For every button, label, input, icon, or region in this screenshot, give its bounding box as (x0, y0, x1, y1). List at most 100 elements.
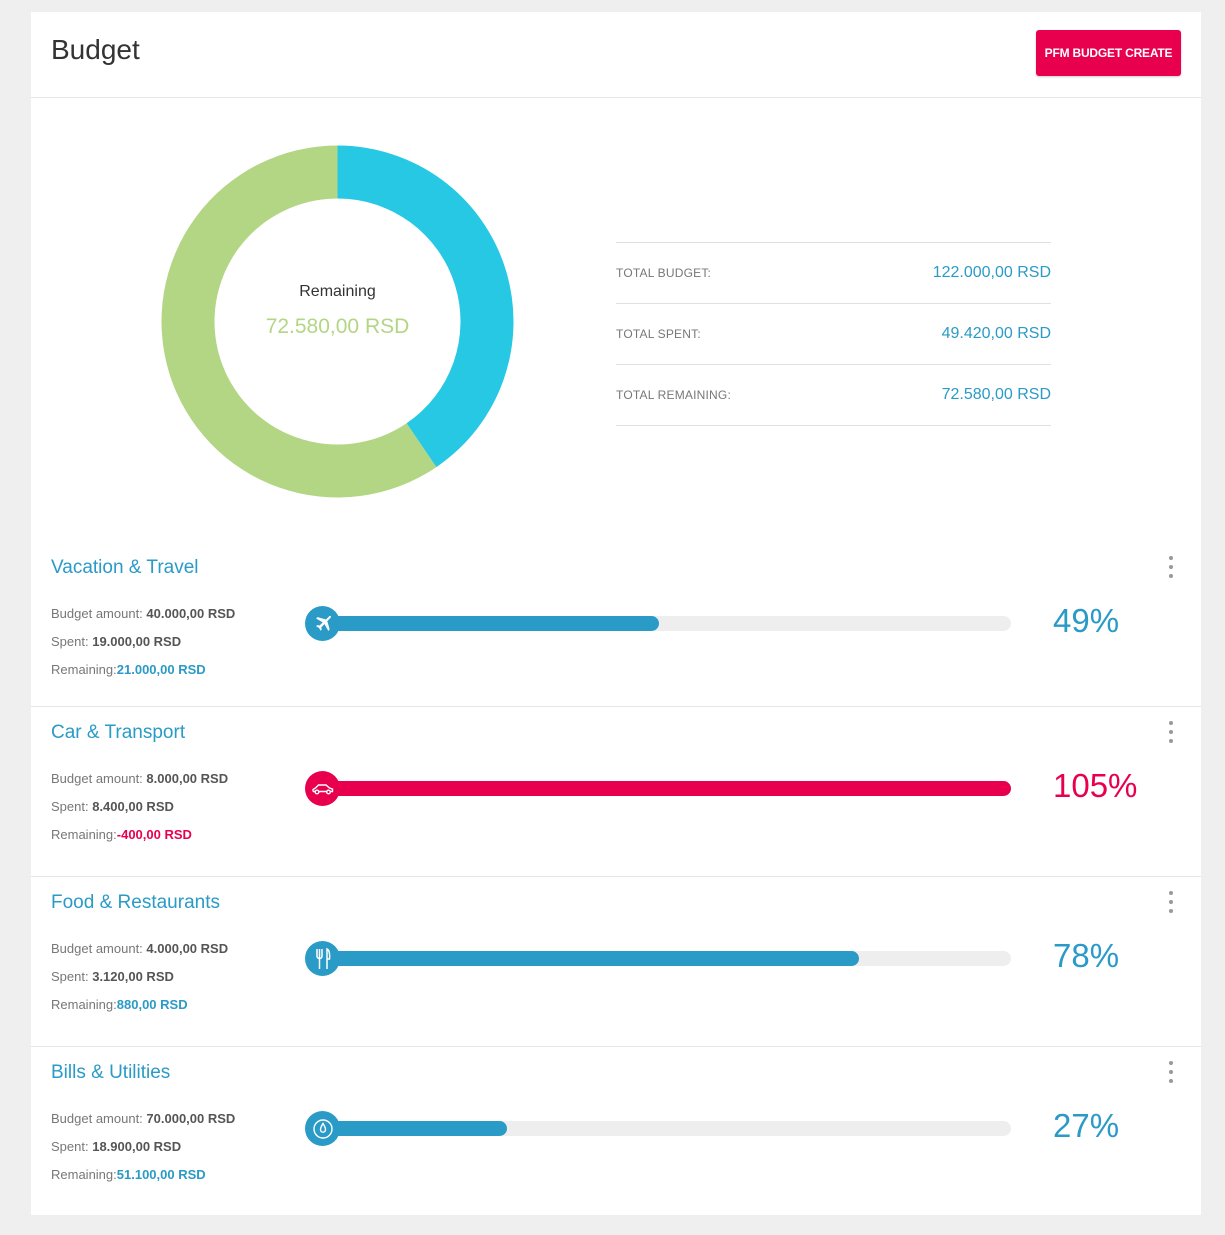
budget-amount-line: Budget amount: 70.000,00 RSD (51, 1105, 235, 1133)
category-details: Budget amount: 70.000,00 RSD Spent: 18.9… (51, 1105, 235, 1189)
total-remaining-value: 72.580,00 RSD (941, 386, 1051, 403)
budget-amount-label: Budget amount: (51, 941, 143, 956)
totals-table: TOTAL BUDGET: 122.000,00 RSD TOTAL SPENT… (616, 242, 1051, 426)
budget-amount-value: 4.000,00 RSD (146, 941, 229, 956)
category-item-car-transport: Car & Transport Budget amount: 8.000,00 … (31, 706, 1201, 876)
category-item-vacation-travel: Vacation & Travel Budget amount: 40.000,… (31, 542, 1201, 706)
total-spent-label: TOTAL SPENT: (616, 327, 701, 341)
donut-center: Remaining 72.580,00 RSD (161, 145, 514, 498)
dot-icon (1169, 721, 1173, 725)
total-budget-row: TOTAL BUDGET: 122.000,00 RSD (616, 243, 1051, 304)
category-list: Vacation & Travel Budget amount: 40.000,… (31, 542, 1201, 1216)
donut-center-value: 72.580,00 RSD (265, 314, 410, 338)
total-budget-value: 122.000,00 RSD (932, 264, 1051, 281)
budget-amount-label: Budget amount: (51, 606, 143, 621)
total-spent-row: TOTAL SPENT: 49.420,00 RSD (616, 304, 1051, 365)
total-spent-value: 49.420,00 RSD (941, 325, 1051, 342)
remaining-line: Remaining:-400,00 RSD (51, 821, 228, 849)
category-item-food-restaurants: Food & Restaurants Budget amount: 4.000,… (31, 876, 1201, 1046)
progress-track (321, 951, 1011, 966)
budget-amount-line: Budget amount: 40.000,00 RSD (51, 600, 235, 628)
progress-fill (321, 616, 660, 631)
remaining-value: 880,00 RSD (116, 997, 188, 1012)
more-options-button[interactable] (1167, 1061, 1175, 1083)
spent-line: Spent: 18.900,00 RSD (51, 1133, 235, 1161)
page-title: Budget (51, 34, 140, 65)
remaining-line: Remaining:880,00 RSD (51, 991, 228, 1019)
category-details: Budget amount: 40.000,00 RSD Spent: 19.0… (51, 600, 235, 684)
progress-track (321, 781, 1011, 796)
panel-header: Budget PFM BUDGET CREATE (31, 12, 1201, 98)
remaining-label: Remaining: (51, 827, 117, 842)
remaining-line: Remaining:51.100,00 RSD (51, 1161, 235, 1189)
budget-amount-line: Budget amount: 4.000,00 RSD (51, 935, 228, 963)
remaining-line: Remaining:21.000,00 RSD (51, 656, 235, 684)
remaining-label: Remaining: (51, 662, 117, 677)
budget-amount-label: Budget amount: (51, 771, 143, 786)
more-options-button[interactable] (1167, 721, 1175, 743)
progress-percent: 27% (1053, 1107, 1120, 1144)
category-title: Vacation & Travel (51, 557, 199, 578)
budget-panel: Budget PFM BUDGET CREATE Remaining 72.58… (31, 12, 1201, 1215)
category-title: Food & Restaurants (51, 892, 220, 913)
category-details: Budget amount: 4.000,00 RSD Spent: 3.120… (51, 935, 228, 1019)
remaining-label: Remaining: (51, 1167, 117, 1182)
more-options-button[interactable] (1167, 556, 1175, 578)
dot-icon (1169, 730, 1173, 734)
budget-donut-chart: Remaining 72.580,00 RSD (161, 145, 514, 498)
spent-line: Spent: 8.400,00 RSD (51, 793, 228, 821)
progress-track (321, 616, 1011, 631)
progress-percent: 78% (1053, 937, 1120, 974)
progress-fill (321, 781, 1011, 796)
remaining-value: 51.100,00 RSD (116, 1167, 206, 1182)
dot-icon (1169, 574, 1173, 578)
spent-value: 3.120,00 RSD (92, 969, 174, 984)
donut-svg (161, 145, 514, 498)
dot-icon (1169, 556, 1173, 560)
car-icon (305, 771, 340, 806)
category-item-bills-utilities: Bills & Utilities Budget amount: 70.000,… (31, 1046, 1201, 1216)
dot-icon (1169, 900, 1173, 904)
water-drop-icon (305, 1111, 340, 1146)
budget-amount-value: 70.000,00 RSD (146, 1111, 236, 1126)
category-details: Budget amount: 8.000,00 RSD Spent: 8.400… (51, 765, 228, 849)
spent-line: Spent: 3.120,00 RSD (51, 963, 228, 991)
budget-amount-value: 8.000,00 RSD (146, 771, 229, 786)
category-title: Car & Transport (51, 722, 186, 743)
dot-icon (1169, 565, 1173, 569)
dot-icon (1169, 739, 1173, 743)
progress-percent: 49% (1053, 602, 1120, 639)
spent-value: 8.400,00 RSD (92, 799, 174, 814)
total-remaining-label: TOTAL REMAINING: (616, 388, 731, 402)
spent-label: Spent: (51, 1139, 89, 1154)
dot-icon (1169, 1061, 1173, 1065)
dot-icon (1169, 891, 1173, 895)
donut-center-label: Remaining (299, 282, 376, 300)
spent-label: Spent: (51, 969, 89, 984)
budget-create-button[interactable]: PFM BUDGET CREATE (1036, 30, 1181, 76)
spent-value: 18.900,00 RSD (92, 1139, 182, 1154)
donut-remaining-segment (161, 145, 437, 498)
remaining-value: 21.000,00 RSD (116, 662, 206, 677)
dot-icon (1169, 1079, 1173, 1083)
total-budget-label: TOTAL BUDGET: (616, 266, 712, 280)
dot-icon (1169, 909, 1173, 913)
spent-label: Spent: (51, 634, 89, 649)
airplane-icon (305, 606, 340, 641)
progress-fill (321, 1121, 508, 1136)
dot-icon (1169, 1070, 1173, 1074)
spent-line: Spent: 19.000,00 RSD (51, 628, 235, 656)
spent-label: Spent: (51, 799, 89, 814)
budget-amount-value: 40.000,00 RSD (146, 606, 236, 621)
progress-track (321, 1121, 1011, 1136)
spent-value: 19.000,00 RSD (92, 634, 182, 649)
more-options-button[interactable] (1167, 891, 1175, 913)
budget-amount-line: Budget amount: 8.000,00 RSD (51, 765, 228, 793)
remaining-value: -400,00 RSD (116, 827, 192, 842)
progress-fill (321, 951, 860, 966)
progress-percent: 105% (1053, 767, 1138, 804)
donut-spent-segment (337, 145, 514, 468)
fork-knife-icon (305, 941, 340, 976)
total-remaining-row: TOTAL REMAINING: 72.580,00 RSD (616, 365, 1051, 426)
budget-amount-label: Budget amount: (51, 1111, 143, 1126)
